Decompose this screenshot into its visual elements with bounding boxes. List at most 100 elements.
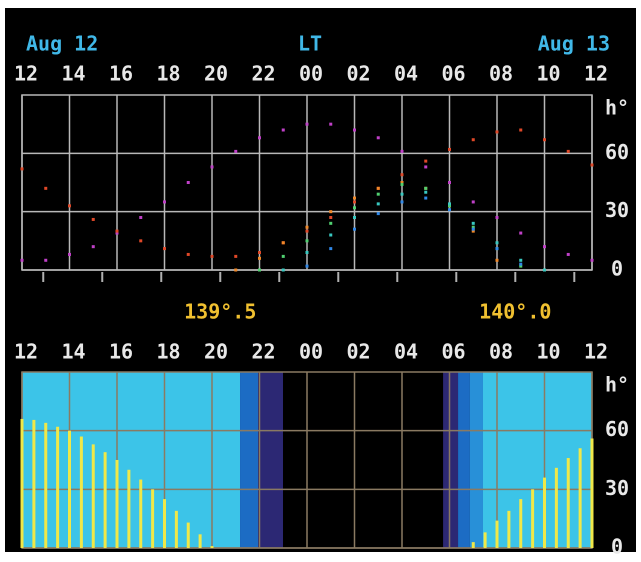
x2-tick-label: 139°.5 [184, 300, 256, 324]
sun-bar [32, 419, 36, 548]
x-tick-label: 16 [109, 62, 133, 86]
sky-band [482, 372, 592, 548]
altitude-dot [210, 254, 214, 258]
sun-bar [151, 489, 155, 548]
altitude-dot [519, 258, 523, 262]
altitude-dot [329, 216, 333, 219]
sun-bar [127, 469, 131, 548]
altitude-dot [353, 128, 356, 132]
altitude-dot [234, 149, 238, 153]
x-tick-label: 12 [584, 340, 608, 364]
altitude-dot [353, 200, 356, 204]
altitude-dot [258, 268, 261, 272]
altitude-dot [139, 216, 143, 219]
altitude-dot [186, 181, 190, 184]
altitude-dot [44, 258, 48, 262]
x-tick-label: 18 [156, 340, 180, 364]
altitude-dot [305, 251, 309, 254]
x-tick-label: 14 [61, 340, 85, 364]
altitude-dot [495, 241, 499, 245]
x-tick-label: 02 [346, 62, 370, 86]
altitude-dot [305, 229, 309, 233]
altitude-dot [448, 202, 451, 206]
altitude-dot [376, 192, 380, 196]
altitude-dot [495, 130, 499, 134]
x-tick-label: 00 [299, 340, 323, 364]
sun-bar [210, 546, 214, 548]
altitude-dot [400, 149, 404, 153]
x-tick-label: 22 [251, 62, 275, 86]
altitude-dot [543, 138, 546, 142]
sun-bar [186, 522, 190, 548]
altitude-dot [20, 258, 24, 262]
altitude-dot [281, 268, 285, 272]
altitude-dot [91, 245, 95, 249]
altitude-dot [353, 227, 356, 231]
plot-frame [21, 94, 593, 271]
x-tick-label: 04 [394, 62, 418, 86]
altitude-dot [210, 165, 214, 169]
altitude-dot [115, 229, 119, 233]
sun-bar [115, 460, 119, 548]
altitude-dot [281, 241, 285, 245]
altitude-dot [424, 196, 428, 200]
sun-bar [79, 436, 83, 548]
sun-bar [483, 532, 487, 548]
x-tick-label: 10 [536, 340, 560, 364]
sky-band [240, 372, 259, 548]
altitude-dot [400, 181, 404, 184]
altitude-dot [44, 186, 48, 190]
altitude-dot [258, 256, 261, 260]
altitude-dot [495, 216, 499, 219]
altitude-dot [471, 229, 475, 233]
altitude-dot [376, 186, 380, 190]
x-tick-label: 10 [536, 62, 560, 86]
altitude-dot [400, 200, 404, 204]
sun-bar [44, 422, 48, 548]
altitude-dot [258, 136, 261, 140]
sun-bar [519, 499, 523, 548]
altitude-dot [353, 196, 356, 200]
sun-bar [163, 499, 166, 548]
sun-bar [554, 467, 558, 548]
sun-bar [531, 489, 535, 548]
x-tick-label: 02 [346, 340, 370, 364]
altitude-dot [305, 122, 309, 126]
altitude-dot [305, 239, 309, 243]
sun-bar [590, 438, 594, 548]
altitude-dot [329, 221, 333, 225]
altitude-dot [543, 268, 546, 272]
altitude-dot [424, 165, 428, 169]
altitude-dot [234, 254, 238, 258]
sky-band [258, 372, 284, 548]
altitude-dot [139, 239, 143, 243]
x-tick-label: 04 [394, 340, 418, 364]
y-tick-label: 60 [605, 140, 629, 164]
sun-bar [471, 542, 475, 548]
altitude-dot [353, 216, 356, 219]
altitude-dot [329, 247, 333, 251]
altitude-dot [471, 225, 475, 229]
altitude-dot [305, 225, 309, 229]
sun-bar [91, 444, 95, 548]
x-tick-label: 22 [251, 340, 275, 364]
altitude-dot [519, 264, 523, 268]
altitude-dot [519, 128, 523, 132]
sky-band [443, 372, 459, 548]
sun-bar [56, 426, 60, 548]
sky-band [22, 372, 241, 548]
x-tick-label: 12 [14, 340, 38, 364]
y-axis-label: h° [605, 373, 629, 397]
altitude-dot [305, 264, 309, 268]
altitude-dot [186, 252, 190, 256]
altitude-dot [495, 247, 499, 251]
sun-bar [495, 520, 499, 548]
altitude-dot [448, 208, 451, 212]
altitude-dot [471, 200, 475, 204]
altitude-dot [376, 136, 380, 140]
altitude-dot [281, 128, 285, 132]
x2-tick-label: 140°.0 [479, 300, 551, 324]
altitude-dot [163, 247, 166, 251]
x-tick-label: 16 [109, 340, 133, 364]
